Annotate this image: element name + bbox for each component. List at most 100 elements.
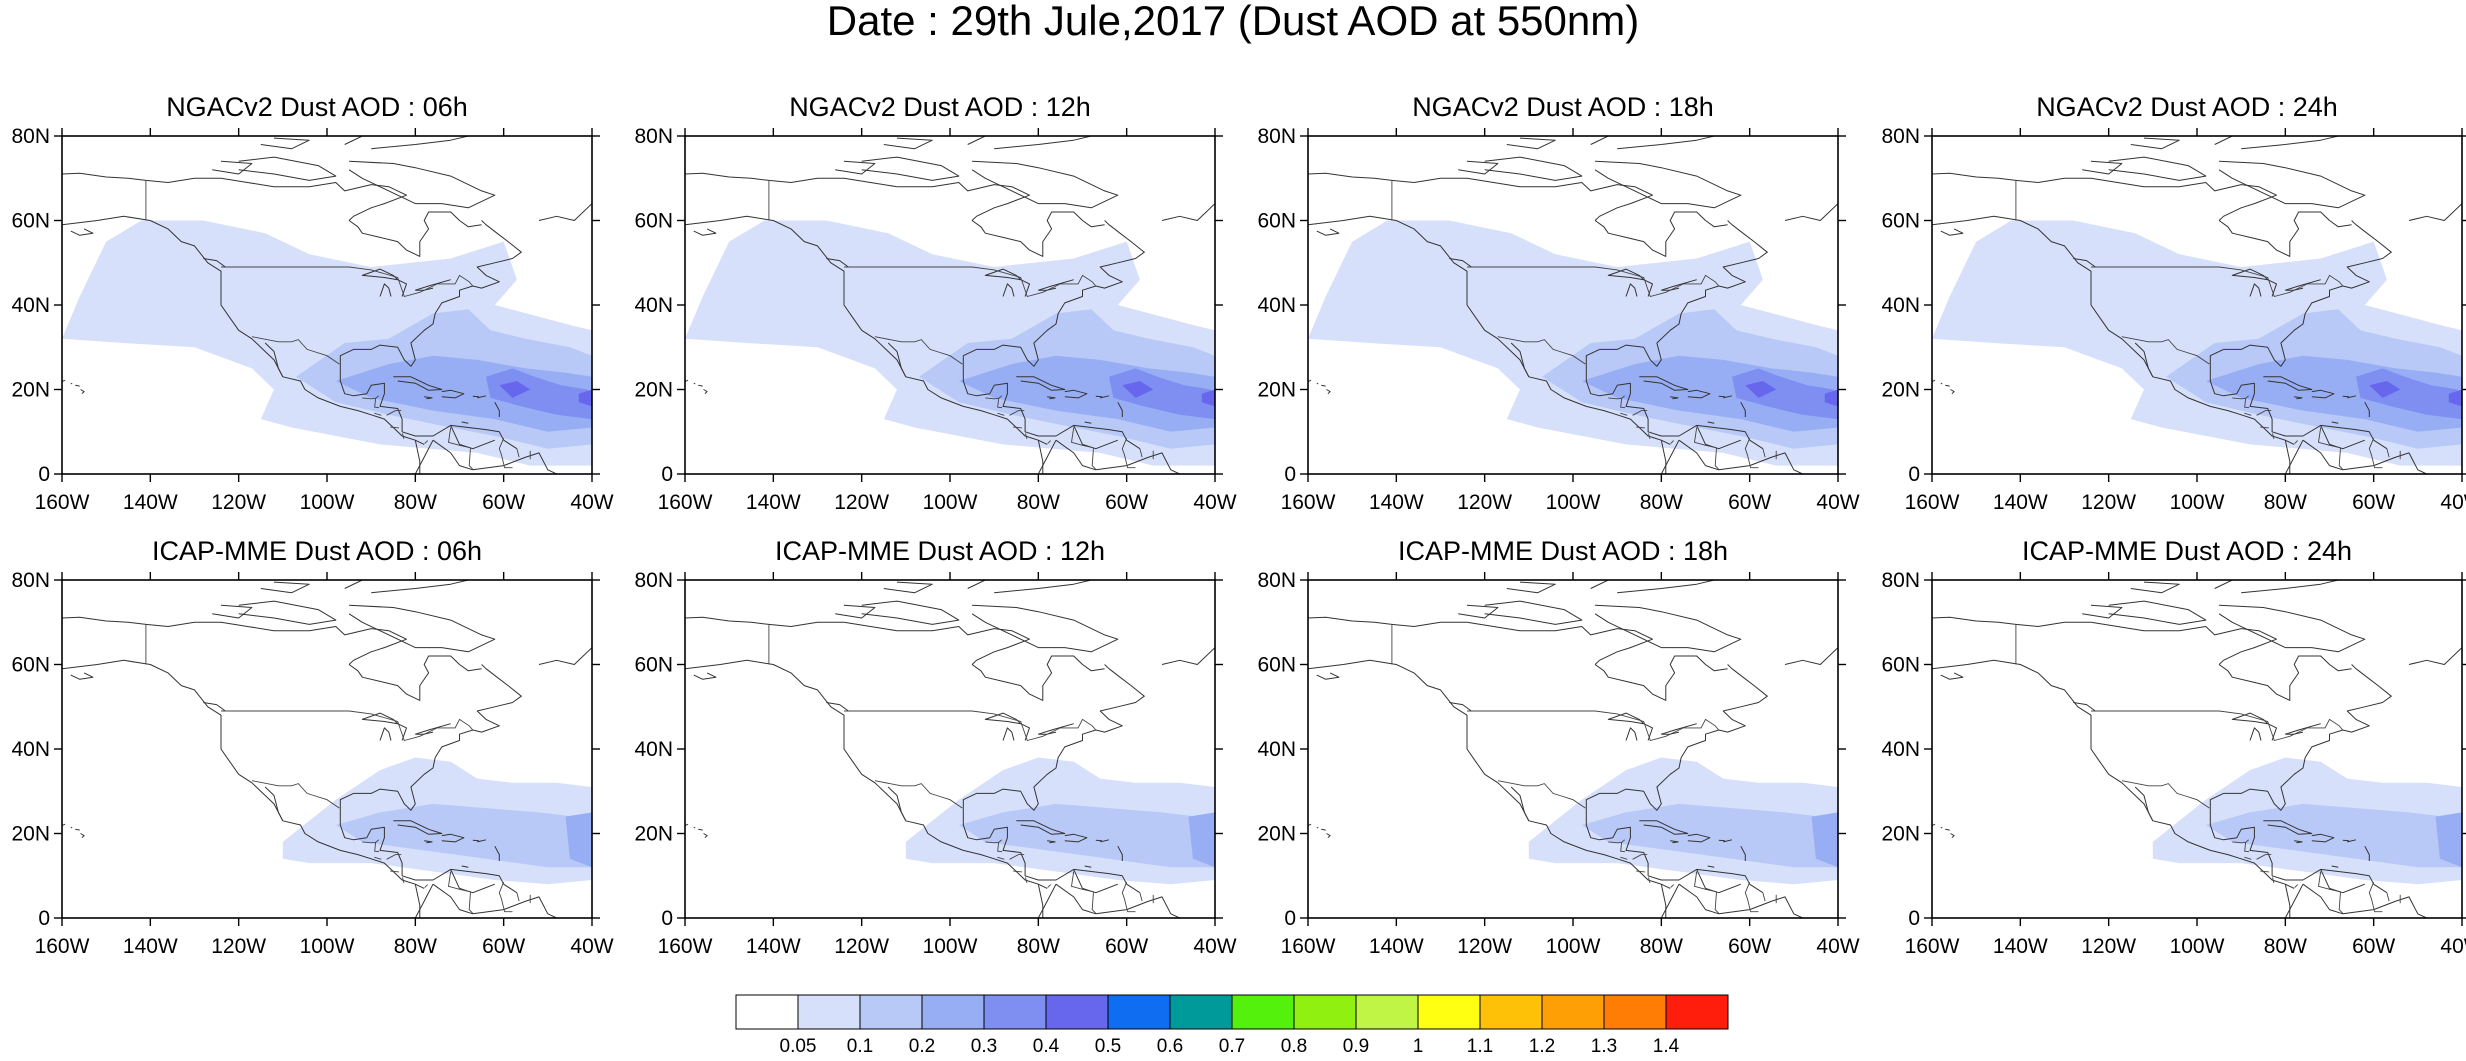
coastline	[146, 622, 407, 664]
country-border	[1763, 893, 1765, 901]
colorbar-label: 0.2	[909, 1036, 935, 1057]
country-border	[844, 711, 1096, 741]
lon-tick-label: 60W	[1105, 935, 1148, 958]
lat-tick-label: 40N	[1257, 738, 1296, 761]
coastline	[1317, 673, 1339, 679]
lat-tick-label: 0	[38, 907, 50, 930]
country-border	[2091, 711, 2343, 741]
lon-tick-label: 80W	[394, 935, 437, 958]
lon-tick-label: 140W	[123, 935, 178, 958]
lat-tick-label: 80N	[1257, 569, 1296, 592]
lon-tick-label: 140W	[1369, 935, 1424, 958]
coastline	[504, 123, 592, 132]
colorbar-label: 0.5	[1095, 1036, 1121, 1057]
coastline	[2409, 648, 2462, 665]
lon-tick-label: 60W	[1105, 491, 1148, 514]
colorbar-label: 0.05	[780, 1036, 817, 1057]
lon-tick-label: 100W	[2170, 491, 2225, 514]
coastline	[2016, 178, 2277, 220]
lon-tick-label: 120W	[211, 935, 266, 958]
coastline	[2073, 703, 2095, 712]
lat-tick-label: 0	[1908, 907, 1920, 930]
coastline	[862, 157, 959, 180]
country-border	[2260, 871, 2269, 872]
coastline	[81, 390, 85, 394]
colorbar-swatch	[1046, 995, 1108, 1029]
map-content	[1308, 123, 1838, 474]
coastline	[1162, 204, 1215, 221]
coastline	[1392, 178, 1653, 220]
lon-tick-label: 100W	[1546, 491, 1601, 514]
dust-aod-field	[906, 758, 1215, 885]
lat-tick-label: 60N	[634, 210, 673, 233]
lon-tick-label: 100W	[2170, 935, 2225, 958]
country-border	[1636, 871, 1645, 872]
coastline	[1941, 229, 1963, 235]
lat-tick-label: 20N	[1881, 379, 1920, 402]
coastline	[972, 212, 1105, 256]
coastline	[2131, 138, 2180, 149]
lon-tick-label: 100W	[300, 935, 355, 958]
coastline	[2109, 601, 2206, 624]
coastline	[884, 138, 933, 149]
lat-tick-label: 60N	[11, 210, 50, 233]
colorbar-swatch	[1604, 995, 1666, 1029]
coastline	[704, 390, 708, 394]
lon-tick-label: 100W	[300, 491, 355, 514]
colorbar-swatch	[1542, 995, 1604, 1029]
coastline	[1317, 229, 1339, 235]
country-border	[449, 872, 474, 914]
colorbar-label: 1.2	[1529, 1036, 1555, 1057]
colorbar-swatch	[984, 995, 1046, 1029]
country-border	[425, 885, 428, 888]
coastline	[146, 178, 407, 220]
coastline	[2409, 204, 2462, 221]
country-border	[2319, 872, 2344, 914]
country-border	[1048, 885, 1051, 888]
lon-tick-label: 80W	[394, 491, 437, 514]
coastline	[698, 829, 702, 830]
coastline	[415, 884, 433, 918]
coastline	[81, 834, 85, 838]
coastline	[75, 385, 79, 386]
coastline	[1327, 390, 1331, 394]
lat-tick-label: 40N	[1881, 738, 1920, 761]
lon-tick-label: 40W	[570, 491, 613, 514]
lon-tick-label: 80W	[1017, 491, 1060, 514]
lon-tick-label: 40W	[1193, 935, 1236, 958]
lat-tick-label: 20N	[634, 379, 673, 402]
coastline	[1327, 834, 1331, 838]
coastline	[1626, 728, 1637, 741]
lat-tick-label: 80N	[1881, 569, 1920, 592]
coastline	[62, 617, 146, 624]
lon-tick-label: 140W	[1993, 491, 2048, 514]
coastline	[1321, 829, 1325, 830]
colorbar-swatch	[798, 995, 860, 1029]
colorbar-swatch	[1356, 995, 1418, 1029]
lat-tick-label: 60N	[1257, 654, 1296, 677]
country-border	[1498, 781, 1586, 808]
colorbar-label: 1	[1413, 1036, 1424, 1057]
country-border	[221, 711, 473, 741]
lat-tick-label: 60N	[634, 654, 673, 677]
country-border	[1467, 711, 1719, 741]
coastline	[1038, 724, 1073, 735]
lon-tick-label: 120W	[834, 935, 889, 958]
coastline	[212, 605, 252, 618]
dust-aod-field	[1932, 221, 2462, 466]
lon-tick-label: 100W	[923, 491, 978, 514]
coastline	[212, 161, 252, 174]
lon-tick-label: 80W	[2264, 935, 2307, 958]
lat-tick-label: 80N	[634, 125, 673, 148]
country-border	[390, 871, 399, 872]
country-border	[252, 781, 340, 808]
coastline	[2016, 622, 2277, 664]
lon-tick-label: 60W	[2352, 935, 2395, 958]
coastline	[203, 703, 225, 712]
